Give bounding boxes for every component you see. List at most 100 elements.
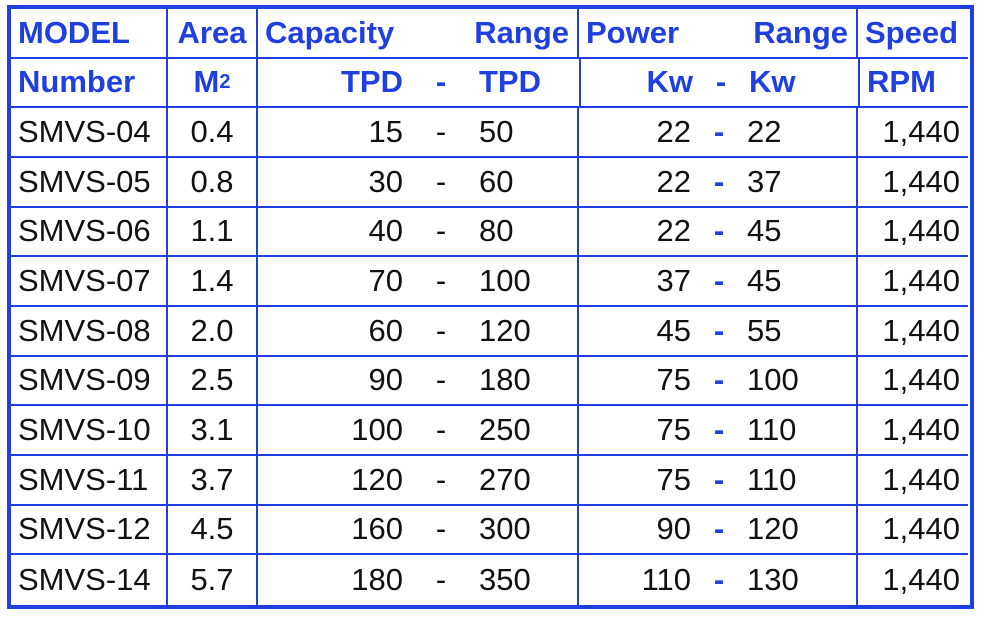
cell-model: SMVS-14	[11, 555, 168, 605]
power-dash: -	[713, 412, 725, 448]
cell-power-range: 75-110	[579, 456, 858, 506]
power-dash: -	[713, 562, 725, 598]
power-dash: -	[713, 213, 725, 249]
power-high: 110	[747, 461, 797, 497]
capacity-low: 60	[368, 312, 403, 348]
capacity-high: 120	[479, 312, 531, 348]
cell-power-range: 22-45	[579, 207, 858, 258]
power-high: 37	[747, 163, 782, 199]
cell-capacity-range: 160-300	[258, 505, 579, 556]
capacity-dash: -	[435, 461, 447, 497]
capacity-low: 180	[351, 562, 403, 598]
power-high: 45	[747, 263, 782, 299]
cell-model: SMVS-06	[11, 207, 168, 258]
header-model: MODEL	[11, 9, 168, 59]
cell-capacity-range: 30-60	[258, 158, 579, 208]
cell-model: SMVS-11	[11, 456, 168, 506]
capacity-high: 250	[479, 412, 531, 448]
header-pow-hi-unit: Kw	[749, 64, 796, 100]
cell-speed: 1,440	[858, 257, 968, 307]
cell-area: 2.0	[168, 307, 258, 357]
power-high: 110	[747, 412, 797, 448]
cell-speed: 1,440	[858, 406, 968, 456]
capacity-low: 120	[351, 461, 403, 497]
cell-area: 0.4	[168, 108, 258, 158]
cell-model: SMVS-10	[11, 406, 168, 456]
power-low: 75	[656, 461, 691, 497]
cell-capacity-range: 40-80	[258, 207, 579, 258]
cell-model: SMVS-07	[11, 257, 168, 307]
capacity-dash: -	[435, 312, 447, 348]
power-high: 45	[747, 213, 782, 249]
cell-area: 3.1	[168, 406, 258, 456]
power-low: 75	[656, 412, 691, 448]
power-dash: -	[713, 114, 725, 150]
power-low: 45	[656, 312, 691, 348]
spec-table: MODEL Area Capacity Range Power Range Sp…	[7, 5, 974, 609]
power-low: 22	[656, 163, 691, 199]
cell-area: 1.4	[168, 257, 258, 307]
cell-capacity-range: 15-50	[258, 108, 579, 158]
cell-capacity-range: 70-100	[258, 257, 579, 307]
capacity-dash: -	[435, 263, 447, 299]
capacity-high: 300	[479, 511, 531, 547]
cell-power-range: 45-55	[579, 307, 858, 357]
capacity-high: 350	[479, 562, 531, 598]
header-capacity-range: Range	[419, 9, 579, 59]
capacity-high: 100	[479, 263, 531, 299]
capacity-dash: -	[435, 562, 447, 598]
cell-power-range: 22-37	[579, 158, 858, 208]
header-capacity-units: TPD - TPD	[258, 59, 579, 109]
capacity-dash: -	[435, 511, 447, 547]
power-low: 37	[656, 263, 691, 299]
cell-speed: 1,440	[858, 158, 968, 208]
cell-area: 1.1	[168, 207, 258, 258]
header-cap-lo-unit: TPD	[341, 64, 403, 100]
cell-speed: 1,440	[858, 108, 968, 158]
power-low: 75	[656, 362, 691, 398]
header-power-range: Range	[739, 9, 858, 59]
cell-capacity-range: 180-350	[258, 555, 579, 605]
power-high: 120	[747, 511, 799, 547]
power-low: 110	[641, 562, 691, 598]
capacity-low: 90	[368, 362, 403, 398]
header-cap-hi-unit: TPD	[479, 64, 541, 100]
cell-power-range: 37-45	[579, 257, 858, 307]
cell-area: 3.7	[168, 456, 258, 506]
cell-area: 2.5	[168, 356, 258, 407]
cell-power-range: 75-110	[579, 406, 858, 456]
header-power-units: Kw - Kw	[579, 58, 858, 109]
power-low: 90	[656, 511, 691, 547]
capacity-high: 80	[479, 213, 514, 249]
cell-area: 4.5	[168, 505, 258, 556]
power-low: 22	[656, 213, 691, 249]
cell-area: 5.7	[168, 555, 258, 605]
cell-power-range: 90-120	[579, 505, 858, 556]
header-number: Number	[11, 58, 168, 109]
header-power: Power	[579, 9, 739, 59]
cell-model: SMVS-04	[11, 108, 168, 158]
capacity-dash: -	[435, 412, 447, 448]
power-high: 22	[747, 114, 782, 150]
power-high: 100	[747, 362, 799, 398]
header-pow-lo-unit: Kw	[646, 64, 694, 100]
cell-power-range: 75-100	[579, 356, 858, 407]
cell-power-range: 22-22	[579, 108, 858, 158]
header-speed-unit: RPM	[858, 58, 968, 109]
cell-capacity-range: 120-270	[258, 456, 579, 506]
capacity-low: 15	[368, 114, 403, 150]
cell-power-range: 110-130	[579, 555, 858, 605]
cell-capacity-range: 100-250	[258, 406, 579, 456]
power-dash: -	[713, 312, 725, 348]
capacity-dash: -	[435, 213, 447, 249]
power-high: 130	[747, 562, 799, 598]
cell-speed: 1,440	[858, 208, 968, 258]
cell-model: SMVS-05	[11, 158, 168, 208]
cell-speed: 1,440	[858, 506, 968, 556]
capacity-high: 180	[479, 362, 531, 398]
header-pow-dash: -	[715, 64, 727, 100]
capacity-high: 60	[479, 163, 514, 199]
power-dash: -	[713, 263, 725, 299]
cell-model: SMVS-12	[11, 505, 168, 556]
